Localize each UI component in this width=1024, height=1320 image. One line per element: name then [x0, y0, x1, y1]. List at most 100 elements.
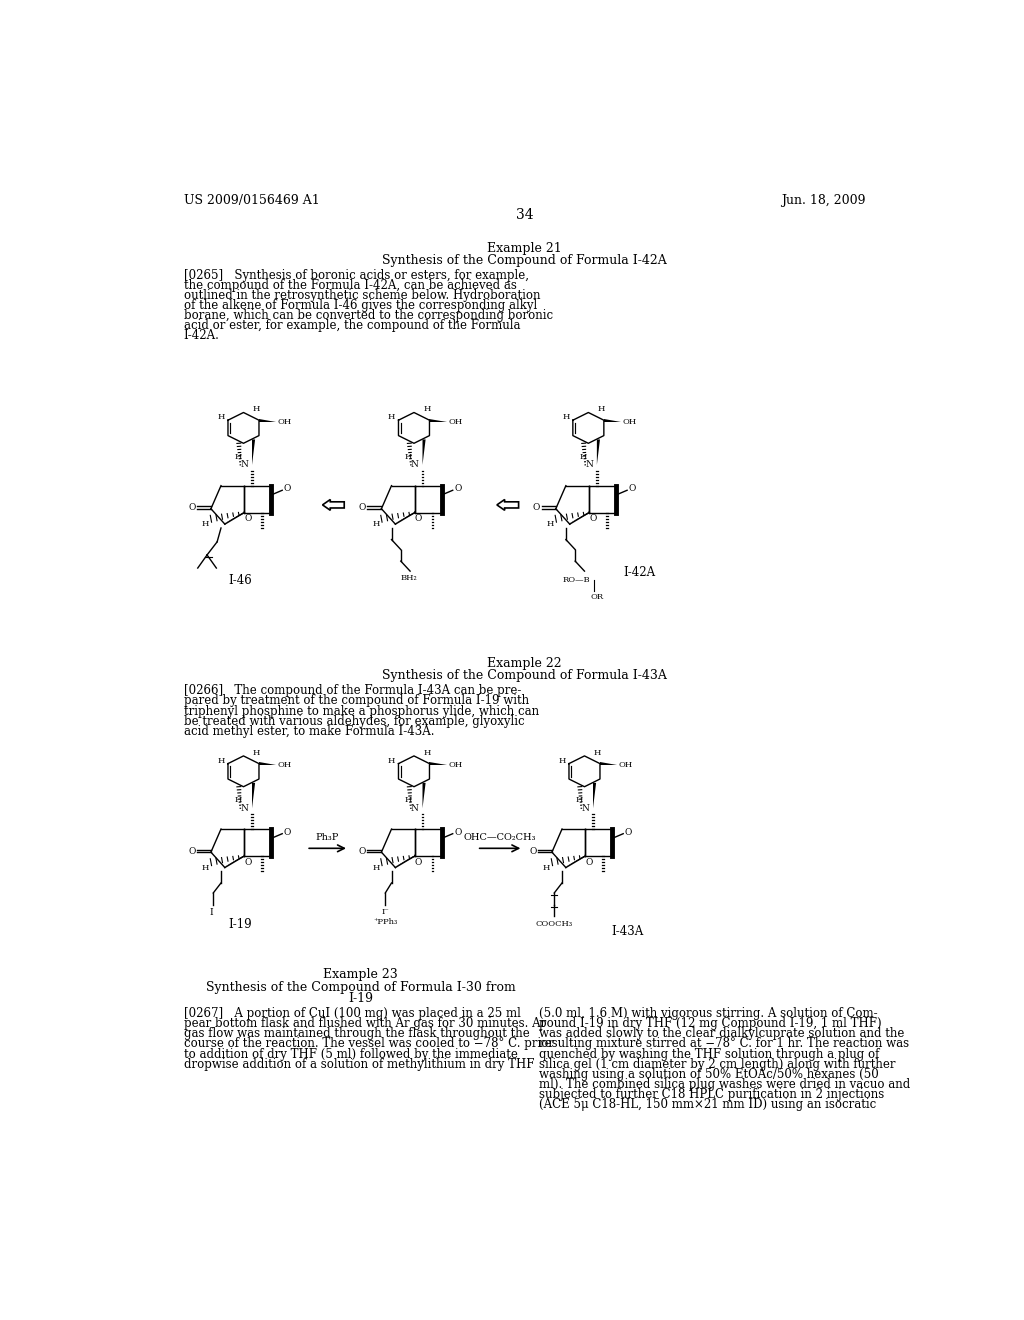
Text: O: O — [245, 858, 252, 867]
Polygon shape — [429, 418, 446, 422]
Text: H: H — [388, 413, 395, 421]
Text: H: H — [575, 796, 583, 804]
Text: of the alkene of Formula I-46 gives the corresponding alkyl: of the alkene of Formula I-46 gives the … — [183, 300, 537, 312]
Text: H: H — [580, 453, 587, 461]
Text: Ph₃P: Ph₃P — [315, 833, 339, 842]
Text: Example 23: Example 23 — [324, 969, 398, 982]
Text: H: H — [547, 520, 554, 528]
Text: H: H — [202, 520, 209, 528]
Text: pear bottom flask and flushed with Ar gas for 30 minutes. Ar: pear bottom flask and flushed with Ar ga… — [183, 1018, 546, 1030]
Text: dropwise addition of a solution of methylithium in dry THF: dropwise addition of a solution of methy… — [183, 1057, 535, 1071]
Text: O: O — [590, 515, 597, 523]
Text: H: H — [373, 863, 380, 871]
Text: H: H — [543, 863, 550, 871]
Polygon shape — [252, 440, 255, 465]
Text: (5.0 ml, 1.6 M) with vigorous stirring. A solution of Com-: (5.0 ml, 1.6 M) with vigorous stirring. … — [539, 1007, 878, 1020]
Polygon shape — [597, 440, 600, 465]
Text: O: O — [625, 828, 632, 837]
Text: subjected to further C18 HPLC purification in 2 injections: subjected to further C18 HPLC purificati… — [539, 1088, 884, 1101]
Text: OH: OH — [623, 417, 637, 426]
Polygon shape — [497, 499, 518, 511]
Text: O: O — [284, 484, 291, 494]
Text: Synthesis of the Compound of Formula I-30 from: Synthesis of the Compound of Formula I-3… — [206, 981, 515, 994]
Text: I-43A: I-43A — [611, 925, 644, 939]
Text: H: H — [217, 756, 225, 764]
Text: H: H — [234, 796, 242, 804]
Text: outlined in the retrosynthetic scheme below. Hydroboration: outlined in the retrosynthetic scheme be… — [183, 289, 541, 302]
Text: N: N — [411, 804, 419, 813]
Text: triphenyl phosphine to make a phosphorus ylide, which can: triphenyl phosphine to make a phosphorus… — [183, 705, 539, 718]
Text: course of the reaction. The vessel was cooled to −78° C. prior: course of the reaction. The vessel was c… — [183, 1038, 554, 1051]
Text: H: H — [234, 453, 242, 461]
Text: H: H — [202, 863, 209, 871]
Text: was added slowly to the clear dialkylcuprate solution and the: was added slowly to the clear dialkylcup… — [539, 1027, 904, 1040]
Text: Synthesis of the Compound of Formula I-42A: Synthesis of the Compound of Formula I-4… — [382, 253, 668, 267]
Text: O: O — [188, 847, 196, 855]
Text: quenched by washing the THF solution through a plug of: quenched by washing the THF solution thr… — [539, 1048, 880, 1060]
Polygon shape — [429, 762, 446, 766]
Text: Synthesis of the Compound of Formula I-43A: Synthesis of the Compound of Formula I-4… — [382, 669, 668, 682]
Text: H: H — [373, 520, 380, 528]
Polygon shape — [568, 512, 591, 524]
Text: H: H — [253, 405, 260, 413]
Text: I-46: I-46 — [228, 574, 252, 587]
Text: N: N — [582, 804, 589, 813]
Polygon shape — [600, 762, 617, 766]
Polygon shape — [394, 512, 417, 524]
Text: I-19: I-19 — [228, 917, 252, 931]
Polygon shape — [394, 855, 417, 867]
Text: washing using a solution of 50% EtOAc/50% hexanes (50: washing using a solution of 50% EtOAc/50… — [539, 1068, 879, 1081]
Polygon shape — [564, 855, 587, 867]
Text: ml). The combined silica plug washes were dried in vacuo and: ml). The combined silica plug washes wer… — [539, 1078, 910, 1092]
Text: Example 21: Example 21 — [487, 242, 562, 255]
Polygon shape — [259, 418, 276, 422]
Text: I-19: I-19 — [348, 991, 373, 1005]
Text: O: O — [188, 503, 196, 512]
Polygon shape — [223, 512, 246, 524]
Text: resulting mixture stirred at −78° C. for 1 hr. The reaction was: resulting mixture stirred at −78° C. for… — [539, 1038, 909, 1051]
Text: Example 22: Example 22 — [487, 656, 562, 669]
Text: H: H — [253, 748, 260, 756]
Text: H: H — [423, 405, 431, 413]
Text: Jun. 18, 2009: Jun. 18, 2009 — [781, 194, 866, 207]
Text: gas flow was maintained through the flask throughout the: gas flow was maintained through the flas… — [183, 1027, 529, 1040]
Text: O: O — [455, 828, 462, 837]
Text: H: H — [423, 748, 431, 756]
Text: US 2009/0156469 A1: US 2009/0156469 A1 — [183, 194, 319, 207]
Text: H: H — [217, 413, 225, 421]
Text: I-42A: I-42A — [624, 566, 655, 579]
Text: O: O — [284, 828, 291, 837]
Text: be treated with various aldehydes, for example, glyoxylic: be treated with various aldehydes, for e… — [183, 715, 524, 727]
Polygon shape — [593, 783, 596, 808]
Text: O: O — [358, 847, 366, 855]
Text: RO—B: RO—B — [563, 576, 591, 583]
Text: O: O — [245, 515, 252, 523]
Polygon shape — [223, 855, 246, 867]
Polygon shape — [323, 499, 344, 511]
Text: 34: 34 — [516, 209, 534, 223]
Polygon shape — [423, 440, 426, 465]
Text: silica gel (1 cm diameter by 2 cm length) along with further: silica gel (1 cm diameter by 2 cm length… — [539, 1057, 895, 1071]
Text: OH: OH — [278, 762, 292, 770]
Text: N: N — [241, 804, 248, 813]
Polygon shape — [259, 762, 276, 766]
Text: (ACE 5μ C18-HL, 150 mm×21 mm ID) using an isocratic: (ACE 5μ C18-HL, 150 mm×21 mm ID) using a… — [539, 1098, 876, 1111]
Text: OHC—CO₂CH₃: OHC—CO₂CH₃ — [464, 833, 537, 842]
Text: H: H — [558, 756, 566, 764]
Text: N: N — [411, 461, 419, 470]
Text: H: H — [388, 756, 395, 764]
Text: OH: OH — [449, 762, 462, 770]
Text: N: N — [241, 461, 248, 470]
Text: COOCH₃: COOCH₃ — [536, 920, 572, 928]
Polygon shape — [423, 783, 426, 808]
Text: [0266]   The compound of the Formula I-43A can be pre-: [0266] The compound of the Formula I-43A… — [183, 684, 521, 697]
Text: [0267]   A portion of CuI (100 mg) was placed in a 25 ml: [0267] A portion of CuI (100 mg) was pla… — [183, 1007, 520, 1020]
Text: O: O — [529, 847, 537, 855]
Text: I: I — [210, 908, 214, 916]
Text: borane, which can be converted to the corresponding boronic: borane, which can be converted to the co… — [183, 309, 553, 322]
Text: O: O — [629, 484, 636, 494]
Text: the compound of the Formula I-42A, can be achieved as: the compound of the Formula I-42A, can b… — [183, 279, 517, 292]
Text: acid methyl ester, to make Formula I-43A.: acid methyl ester, to make Formula I-43A… — [183, 725, 434, 738]
Text: H: H — [598, 405, 605, 413]
Text: OH: OH — [449, 417, 462, 426]
